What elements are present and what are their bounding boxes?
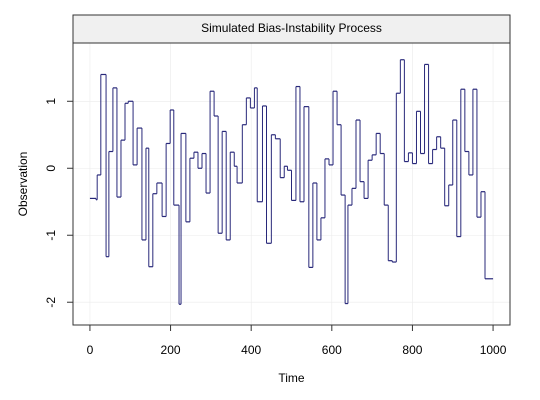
plot-border [72,42,511,326]
y-tick-label: 1 [44,98,58,105]
y-tick-label: 0 [44,165,58,172]
x-tick-label: 400 [241,343,261,357]
x-tick-label: 600 [322,343,342,357]
x-tick-label: 0 [87,343,94,357]
x-tick-label: 800 [402,343,422,357]
x-tick-label: 1000 [480,343,507,357]
x-axis-label: Time [278,371,305,385]
y-tick-label: -1 [44,230,58,241]
x-tick-label: 200 [161,343,181,357]
y-axis-label: Observation [16,152,30,217]
chart-title: Simulated Bias-Instability Process [201,21,382,35]
y-tick-label: -2 [44,297,58,308]
title-strip [72,14,511,44]
